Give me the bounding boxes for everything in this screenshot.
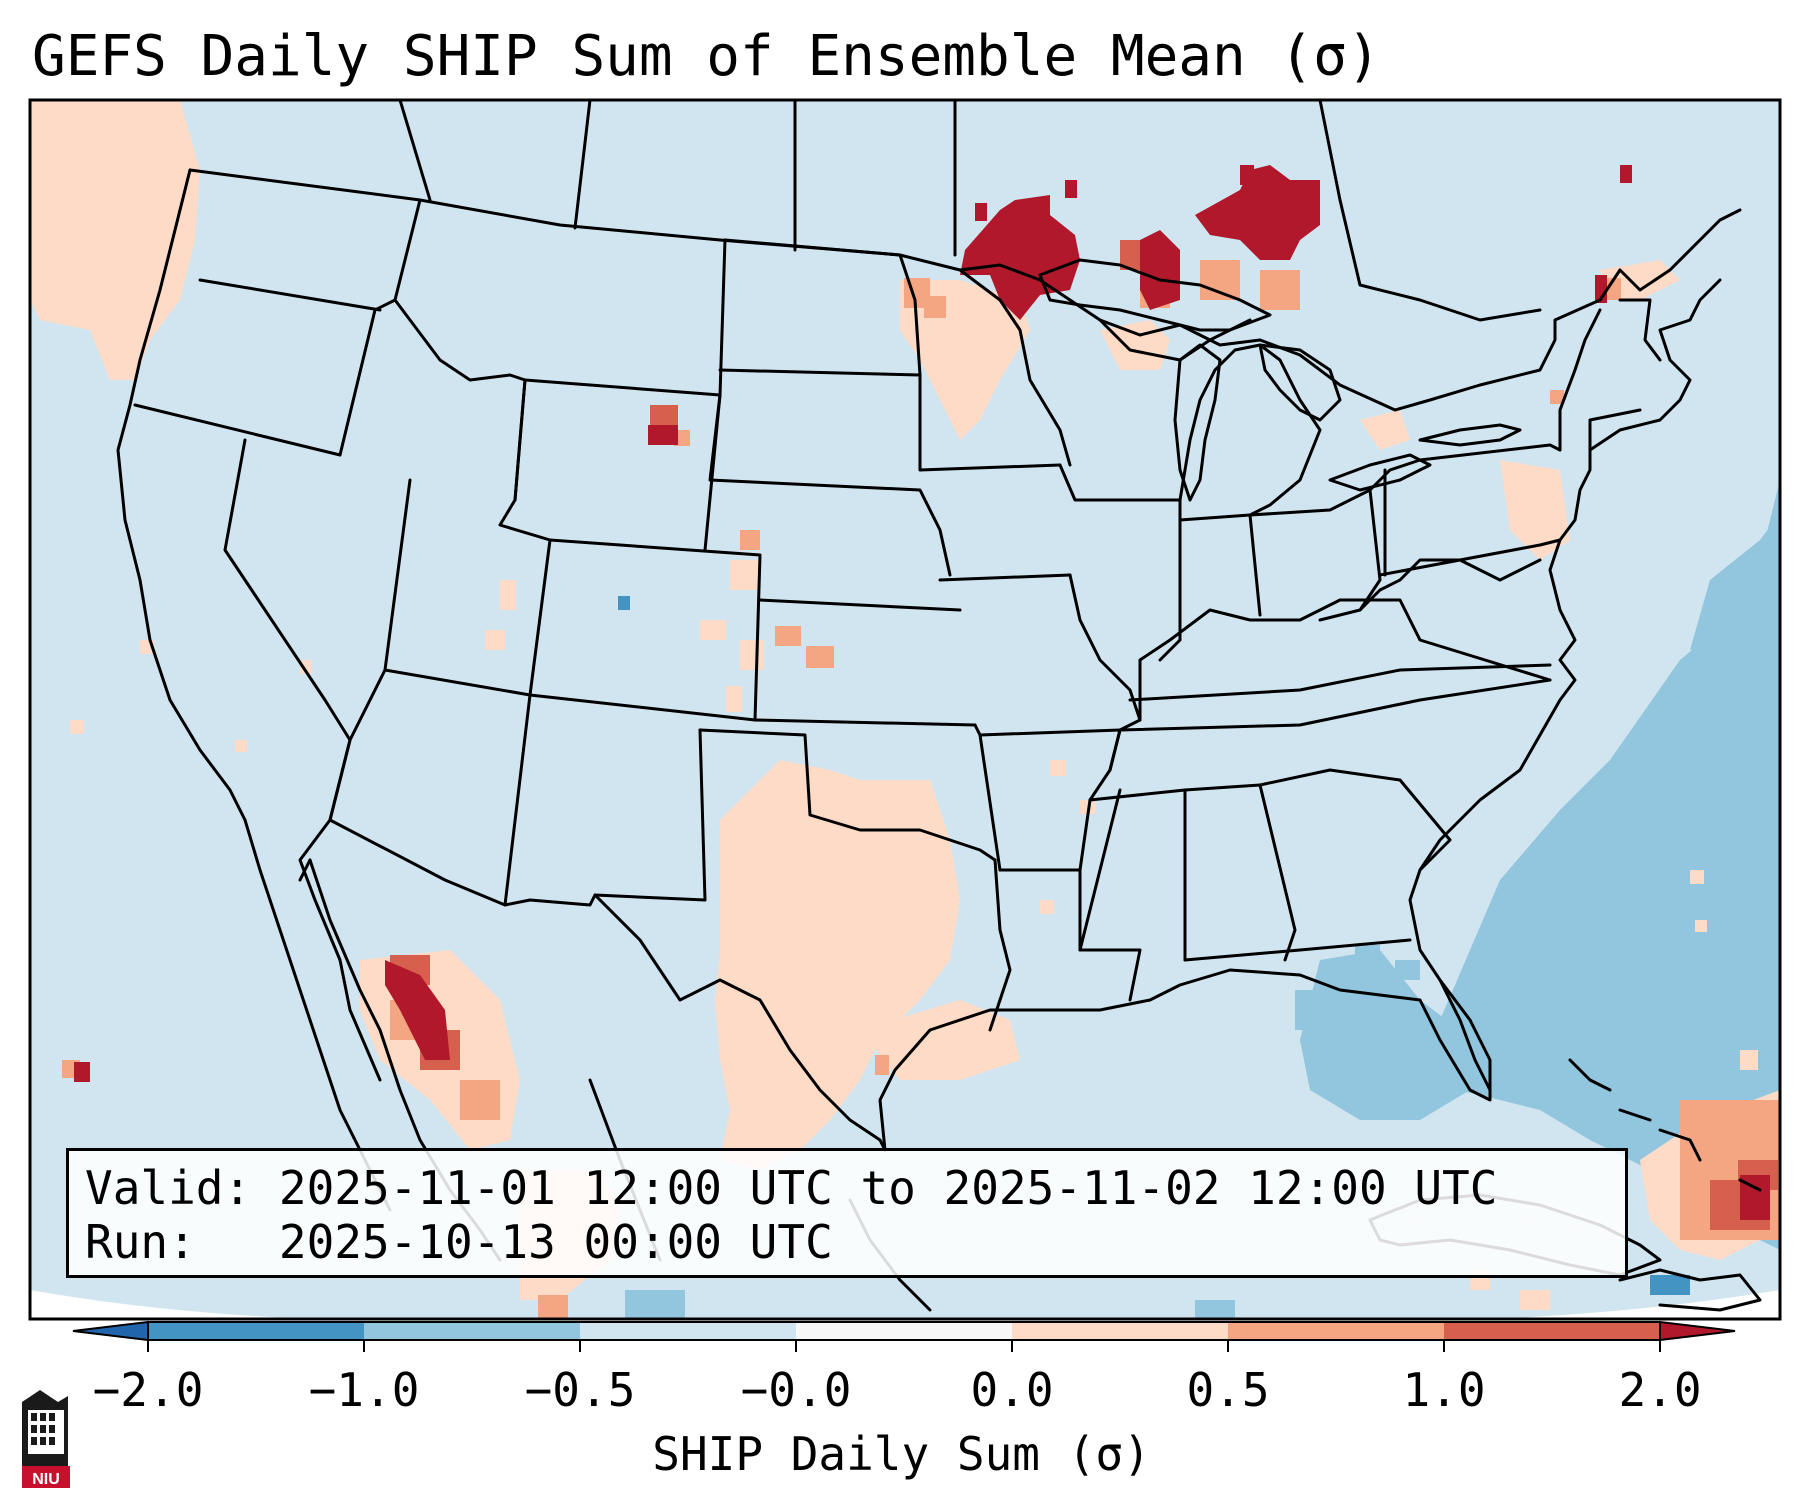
colorbar-segment — [1012, 1322, 1229, 1340]
anomaly-positive-extreme — [74, 165, 1770, 1220]
anomaly-positive-scattered-cells — [70, 560, 1758, 1310]
niu-logo: NIU — [22, 1390, 70, 1488]
colorbar-segment — [796, 1322, 1013, 1340]
colorbar-tick-label: 0.5 — [1186, 1363, 1270, 1417]
anomaly-gulf-negative-cells — [625, 945, 1420, 1319]
valid-run-info-box: Valid: 2025-11-01 12:00 UTC to 2025-11-0… — [66, 1148, 1628, 1278]
map-title: GEFS Daily SHIP Sum of Ensemble Mean (σ) — [32, 24, 1381, 89]
niu-logo-text: NIU — [32, 1471, 60, 1488]
colorbar-over-arrow — [1659, 1320, 1736, 1342]
colorbar-segment — [1228, 1322, 1445, 1340]
colorbar — [72, 1320, 1736, 1352]
run-label: Run: — [85, 1215, 196, 1269]
run-value: 2025-10-13 00:00 UTC — [278, 1215, 833, 1269]
valid-value: 2025-11-01 12:00 UTC to 2025-11-02 12:00… — [278, 1161, 1498, 1215]
colorbar-title: SHIP Daily Sum (σ) — [652, 1427, 1151, 1481]
domain-edge-right — [1492, 1290, 1780, 1319]
colorbar-tick-label: −1.0 — [308, 1363, 420, 1417]
colorbar-tick-label: −0.0 — [740, 1363, 852, 1417]
colorbar-segment — [148, 1322, 365, 1340]
colorbar-frame — [147, 1321, 1661, 1341]
anomaly-atlantic-negative — [1300, 480, 1780, 1250]
valid-line: Valid: 2025-11-01 12:00 UTC to 2025-11-0… — [85, 1161, 1611, 1215]
run-line: Run: 2025-10-13 00:00 UTC — [85, 1215, 1611, 1269]
colorbar-tick-label: −0.5 — [524, 1363, 636, 1417]
colorbar-tick-label: 0.0 — [970, 1363, 1054, 1417]
colorbar-segment — [580, 1322, 797, 1340]
map-panel — [30, 100, 1780, 1319]
colorbar-segment — [1444, 1322, 1661, 1340]
colorbar-under-arrow — [72, 1320, 149, 1342]
colorbar-tick-label: 2.0 — [1618, 1363, 1702, 1417]
colorbar-segment — [364, 1322, 581, 1340]
colorbar-tick-label: −2.0 — [92, 1363, 204, 1417]
map-frame — [28, 98, 1782, 1321]
colorbar-tick-label: 1.0 — [1402, 1363, 1486, 1417]
great-lakes — [1038, 258, 1522, 502]
domain-edge-left — [30, 1290, 308, 1319]
valid-label: Valid: — [85, 1161, 252, 1215]
